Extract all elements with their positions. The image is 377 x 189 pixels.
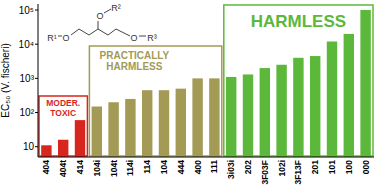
bar — [226, 77, 236, 157]
bar — [142, 90, 152, 157]
bar — [41, 145, 51, 157]
bar — [125, 99, 135, 157]
bar — [192, 78, 202, 157]
bar — [75, 120, 85, 157]
y-tick-label: 10³ — [20, 73, 35, 84]
y-tick — [35, 146, 38, 147]
y-tick-label: 10² — [20, 107, 35, 118]
atom-label: R³ — [147, 33, 157, 43]
group-box — [39, 96, 87, 156]
x-tick-label: 404 — [41, 160, 51, 174]
structure: R¹ O O R² O R³ — [47, 3, 157, 43]
chart: MODER.TOXICPRACTICALLYHARMLESSHARMLESS10… — [0, 0, 377, 189]
group-label: TOXIC — [50, 108, 76, 118]
bar — [360, 10, 370, 157]
x-tick-label: 104i — [92, 160, 102, 177]
y-tick-label: 10 — [23, 141, 35, 152]
x-tick-label: 104 — [159, 160, 169, 174]
x-tick-label: 102i — [277, 160, 287, 177]
y-tick — [35, 10, 38, 11]
bond — [98, 21, 99, 29]
x-tick-label: 111 — [209, 160, 219, 174]
y-tick — [35, 112, 38, 113]
bar — [209, 78, 219, 157]
bar — [260, 68, 270, 157]
bond — [89, 29, 98, 35]
atom-label: O — [130, 33, 137, 43]
bar — [276, 65, 286, 157]
x-tick-label: 104t — [109, 160, 119, 177]
group-label: HARMLESS — [251, 12, 346, 31]
x-tick-label: 404t — [58, 160, 68, 177]
bar — [159, 90, 169, 157]
x-axis — [38, 157, 374, 158]
group-box — [224, 5, 373, 156]
bar — [58, 140, 68, 157]
y-tick-label: 10⁵ — [19, 5, 34, 16]
x-tick-label: 414 — [75, 160, 85, 174]
bar — [344, 34, 354, 157]
group-label: PRACTICALLY — [100, 50, 170, 61]
x-tick-label: 201 — [310, 160, 320, 174]
bars — [41, 10, 371, 157]
bond — [79, 29, 89, 35]
atom-label: R¹ — [47, 33, 57, 43]
y-tick — [35, 78, 38, 79]
y-tick-label: 10⁴ — [19, 39, 34, 50]
bar — [92, 107, 102, 157]
y-axis — [38, 4, 39, 157]
bond — [116, 29, 130, 36]
bar — [176, 89, 186, 157]
bond — [58, 36, 62, 37]
atom-label: R² — [111, 3, 121, 13]
x-tick-label: 000 — [361, 160, 371, 174]
y-axis-label: EC₅₀ (V. fischeri) — [0, 43, 11, 118]
y-tick — [35, 44, 38, 45]
x-tick-label: 3F13F — [293, 160, 303, 185]
bar — [327, 41, 337, 157]
atom-label: O — [62, 33, 69, 43]
bond — [98, 29, 108, 35]
x-tick-label: 114 — [142, 160, 152, 174]
group-box — [89, 46, 221, 156]
x-tick-label: 100 — [344, 160, 354, 174]
bond — [71, 29, 79, 35]
bar — [243, 74, 253, 157]
bar — [293, 58, 303, 157]
x-tick-label: 114i — [125, 160, 135, 176]
bond — [139, 36, 146, 37]
bond — [108, 29, 116, 35]
bond — [104, 9, 111, 13]
bar — [310, 56, 320, 157]
atom-label: O — [96, 11, 103, 21]
x-tick-label: 444 — [176, 160, 186, 174]
x-tick-label: 101 — [327, 160, 337, 174]
x-tick-label: 3F03F — [260, 160, 270, 185]
x-tick-label: 3i03i — [226, 160, 236, 179]
group-label: MODER. — [46, 98, 80, 108]
x-tick-label: 202 — [243, 160, 253, 174]
group-label: HARMLESS — [106, 61, 162, 72]
x-tick-label: 400 — [193, 160, 203, 174]
bar — [108, 102, 118, 157]
